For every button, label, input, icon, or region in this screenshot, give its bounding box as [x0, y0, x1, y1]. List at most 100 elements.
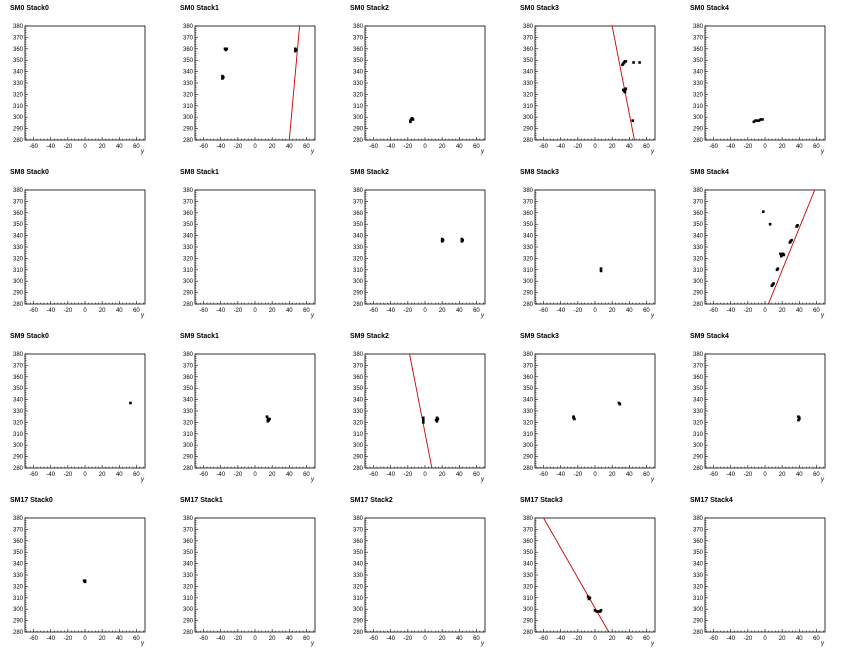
x-tick-label: 60	[643, 144, 650, 150]
x-tick-label: -60	[369, 144, 378, 150]
y-tick-label: 310	[183, 268, 194, 274]
y-tick-label: 290	[183, 291, 194, 297]
y-tick-label: 360	[353, 539, 364, 545]
plot-frame	[194, 353, 316, 469]
y-tick-label: 300	[523, 115, 534, 121]
y-tick-label: 300	[353, 443, 364, 449]
y-tick-label: 310	[693, 104, 704, 110]
x-tick-label: 0	[763, 144, 767, 150]
y-tick-label: 290	[523, 455, 534, 461]
data-point	[631, 119, 635, 122]
data-point	[779, 252, 782, 256]
data-point	[83, 579, 87, 582]
plot-panel: SM17 Stack4 280 290 300 310 320 330 340 350 360 37…	[680, 492, 850, 656]
y-tick-label: 310	[523, 104, 534, 110]
data-point	[411, 118, 415, 121]
y-tick-label: 330	[13, 573, 24, 579]
y-tick-label: 280	[353, 302, 364, 308]
x-tick-label: 20	[609, 144, 616, 150]
fit-line	[768, 190, 816, 304]
y-tick-label: 280	[353, 630, 364, 636]
x-tick-label: 60	[133, 636, 140, 642]
y-tick-label: 370	[693, 527, 704, 533]
y-tick-label: 300	[183, 443, 194, 449]
x-axis-label: y	[820, 313, 825, 319]
y-tick-label: 350	[183, 550, 194, 556]
y-tick-label: 340	[523, 70, 534, 76]
y-tick-label: 370	[523, 35, 534, 41]
y-tick-label: 370	[13, 527, 24, 533]
x-tick-label: -20	[64, 144, 73, 150]
y-tick-label: 320	[13, 420, 24, 426]
y-tick-label: 320	[353, 256, 364, 262]
y-tick-label: 290	[353, 127, 364, 133]
y-tick-label: 310	[13, 104, 24, 110]
y-tick-label: 370	[183, 35, 194, 41]
y-tick-label: 340	[523, 234, 534, 240]
plot-svg: 280 290 300 310 320 330 340 350 360 370 380 -60 -40 -…	[13, 188, 146, 319]
x-tick-label: -60	[29, 472, 38, 478]
x-tick-label: 40	[116, 636, 123, 642]
y-tick-label: 380	[183, 24, 194, 30]
y-tick-label: 370	[353, 199, 364, 205]
panel-title: SM0 Stack1	[180, 5, 219, 12]
y-tick-label: 280	[13, 302, 24, 308]
data-point	[409, 120, 412, 124]
x-tick-label: 0	[763, 636, 767, 642]
panel-title: SM8 Stack3	[520, 169, 559, 176]
plot-svg: 280 290 300 310 320 330 340 350 360 370 380 -60 -40 -…	[183, 24, 316, 155]
plot-frame	[704, 25, 826, 141]
y-tick-label: 330	[523, 573, 534, 579]
y-tick-label: 360	[353, 47, 364, 53]
data-point	[421, 416, 425, 420]
y-tick-label: 310	[183, 432, 194, 438]
y-tick-label: 330	[693, 573, 704, 579]
y-tick-label: 350	[183, 58, 194, 64]
y-tick-label: 300	[523, 607, 534, 613]
x-tick-label: 40	[116, 144, 123, 150]
x-tick-label: -40	[46, 144, 55, 150]
x-tick-label: -40	[726, 636, 735, 642]
panel-title: SM9 Stack0	[10, 333, 49, 340]
data-point	[796, 224, 799, 227]
data-point	[761, 118, 764, 121]
plot-frame	[704, 189, 826, 305]
y-tick-label: 350	[353, 222, 364, 228]
data-point	[624, 60, 628, 63]
y-tick-label: 290	[693, 291, 704, 297]
y-tick-label: 380	[353, 352, 364, 358]
x-tick-label: 0	[253, 144, 257, 150]
x-tick-label: -40	[216, 636, 225, 642]
x-tick-label: 60	[303, 472, 310, 478]
plot-panel: SM9 Stack2 280 290 300 310 320 330 340 350 360 370…	[340, 328, 510, 492]
fit-line	[288, 26, 301, 140]
data-point	[440, 240, 444, 243]
y-tick-label: 320	[693, 420, 704, 426]
x-tick-label: 0	[253, 308, 257, 314]
y-tick-label: 380	[183, 516, 194, 522]
x-tick-label: 20	[609, 472, 616, 478]
x-axis-label: y	[310, 477, 315, 483]
x-axis-label: y	[140, 641, 145, 647]
plot-svg: 280 290 300 310 320 330 340 350 360 370 380 -60 -40 -…	[183, 188, 316, 319]
y-tick-label: 310	[353, 432, 364, 438]
plot-svg: 280 290 300 310 320 330 340 350 360 370 380 -60 -40 -…	[693, 24, 826, 155]
y-tick-label: 340	[353, 562, 364, 568]
y-tick-label: 310	[353, 268, 364, 274]
y-tick-label: 320	[183, 256, 194, 262]
data-point	[436, 417, 440, 421]
y-tick-label: 350	[183, 222, 194, 228]
panel-title: SM9 Stack3	[520, 333, 559, 340]
x-tick-label: -20	[574, 472, 583, 478]
x-tick-label: -20	[744, 472, 753, 478]
x-tick-label: -40	[556, 308, 565, 314]
y-tick-label: 320	[183, 420, 194, 426]
x-tick-label: 40	[456, 144, 463, 150]
y-tick-label: 380	[523, 516, 534, 522]
y-tick-label: 340	[183, 398, 194, 404]
x-tick-label: -20	[234, 308, 243, 314]
y-tick-label: 290	[523, 619, 534, 625]
x-tick-label: -60	[709, 144, 718, 150]
data-point	[752, 120, 756, 124]
x-tick-label: -20	[404, 308, 413, 314]
